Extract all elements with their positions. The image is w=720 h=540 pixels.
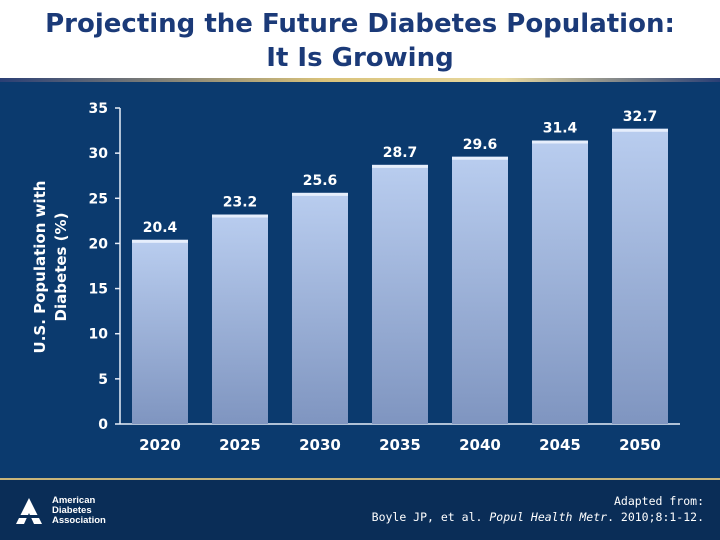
bar-cap-2030 (292, 192, 348, 196)
title-area: Projecting the Future Diabetes Populatio… (0, 0, 720, 80)
x-tick-label-2045: 2045 (539, 436, 581, 454)
footer: American Diabetes Association Adapted fr… (0, 478, 720, 540)
x-tick-label-2040: 2040 (459, 436, 501, 454)
y-tick-label-15: 15 (89, 282, 108, 298)
data-label-2040: 29.6 (463, 137, 498, 153)
citation-journal: Popul Health Metr (489, 510, 608, 524)
data-label-2035: 28.7 (383, 145, 418, 161)
citation-prefix: Adapted from: (613, 494, 704, 508)
ada-logo-text: American Diabetes Association (52, 495, 106, 526)
data-label-2050: 32.7 (623, 109, 658, 125)
y-tick-label-30: 30 (89, 146, 109, 162)
bar-2035 (372, 164, 428, 424)
bar-cap-2045 (532, 140, 588, 144)
chart-panel: 0 5 10 15 20 25 30 35 20.4 2020 23.2 2025 25.6 2030 2… (0, 82, 720, 478)
x-tick-label-2030: 2030 (299, 436, 341, 454)
y-tick-label-5: 5 (98, 372, 108, 388)
y-tick-label-35: 35 (89, 101, 108, 117)
bar-2025 (212, 214, 268, 424)
x-tick-label-2025: 2025 (219, 436, 261, 454)
ada-logo: American Diabetes Association (14, 494, 124, 530)
bar-2045 (532, 140, 588, 424)
bar-2030 (292, 192, 348, 424)
bar-cap-2025 (212, 214, 268, 218)
title-divider (0, 78, 720, 82)
x-tick-label-2020: 2020 (139, 436, 181, 454)
citation: Boyle JP, et al. Popul Health Metr. 2010… (372, 510, 704, 524)
y-tick-label-10: 10 (89, 327, 109, 343)
y-axis-label-line-1: U.S. Population with (31, 181, 49, 354)
slide-title-line-1: Projecting the Future Diabetes Populatio… (45, 9, 675, 39)
data-label-2045: 31.4 (543, 121, 578, 137)
footer-divider (0, 478, 720, 480)
bar-cap-2020 (132, 239, 188, 243)
x-tick-label-2035: 2035 (379, 436, 421, 454)
y-tick-label-25: 25 (89, 191, 108, 207)
bar-2040 (452, 156, 508, 425)
citation-authors: Boyle JP, et al. (371, 510, 483, 524)
data-label-2030: 25.6 (303, 173, 338, 189)
data-label-2025: 23.2 (223, 195, 258, 211)
slide-title-line-2: It Is Growing (266, 43, 454, 73)
bar-cap-2040 (452, 156, 508, 160)
bar-cap-2035 (372, 164, 428, 168)
y-tick-label-0: 0 (98, 417, 108, 433)
bar-cap-2050 (612, 128, 668, 132)
y-tick-label-20: 20 (89, 236, 109, 252)
y-axis-label-line-2: Diabetes (%) (52, 213, 70, 322)
data-label-2020: 20.4 (143, 220, 178, 236)
citation-rest: . 2010;8:1-12. (607, 510, 704, 524)
bar-2050 (612, 128, 668, 424)
bar-2020 (132, 239, 188, 424)
ada-logo-icon (16, 498, 42, 524)
x-tick-label-2050: 2050 (619, 436, 661, 454)
